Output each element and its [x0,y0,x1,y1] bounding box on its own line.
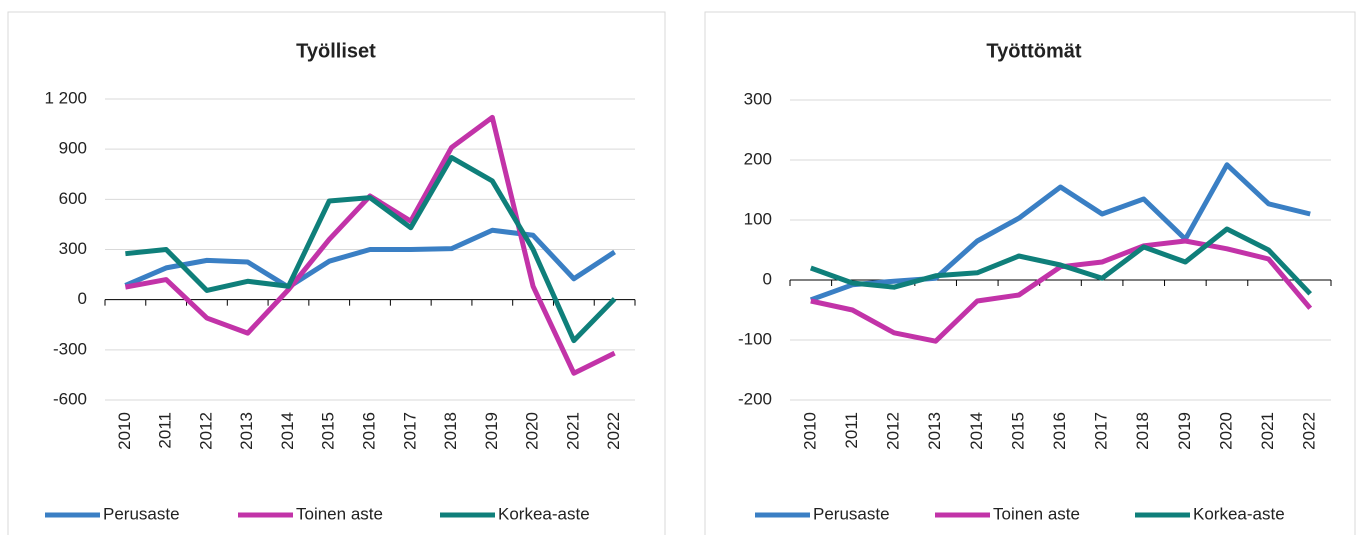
chart-title: Työttömät [986,40,1082,62]
legend-label: Perusaste [813,504,890,523]
x-tick-label: 2010 [800,412,819,450]
x-tick-label: 2012 [884,412,903,450]
y-tick-label: 900 [59,139,87,158]
legend-label: Korkea-aste [1193,504,1285,523]
x-tick-label: 2016 [1050,412,1069,450]
x-tick-label: 2021 [1258,412,1277,450]
x-tick-label: 2017 [400,412,419,450]
x-tick-label: 2012 [196,412,215,450]
x-tick-label: 2015 [1008,412,1027,450]
chart-title: Työlliset [296,40,376,62]
x-tick-label: 2022 [604,412,623,450]
y-tick-label: -100 [738,329,772,348]
series-line [809,162,1311,303]
x-tick-label: 2011 [842,412,861,449]
panel-border [7,11,666,535]
y-tick-label: 200 [744,149,772,168]
y-tick-label: 0 [78,289,87,308]
x-tick-label: 2019 [482,412,501,450]
legend-label: Toinen aste [296,504,383,523]
x-tick-label: 2018 [441,412,460,450]
series-line [809,226,1313,296]
x-tick-label: 2013 [237,412,256,450]
legend-label: Korkea-aste [498,504,590,523]
y-tick-label: 1 200 [44,88,87,107]
x-tick-label: 2020 [1216,412,1235,450]
legend-label: Perusaste [103,504,180,523]
y-tick-label: 0 [763,269,772,288]
y-tick-label: 100 [744,209,772,228]
y-tick-label: -600 [53,389,87,408]
x-tick-label: 2010 [115,412,134,450]
y-tick-label: -300 [53,339,87,358]
series-line [810,238,1313,344]
x-tick-label: 2015 [319,412,338,450]
x-tick-label: 2017 [1092,412,1111,450]
y-tick-label: 300 [744,89,772,108]
x-tick-label: 2021 [563,412,582,450]
x-tick-label: 2018 [1133,412,1152,450]
series-line [125,155,617,344]
x-tick-label: 2011 [156,412,175,449]
y-tick-label: 300 [59,239,87,258]
x-tick-label: 2014 [967,412,986,450]
panel-border [704,11,1356,535]
y-tick-label: 600 [59,189,87,208]
x-tick-label: 2019 [1175,412,1194,450]
x-tick-label: 2020 [523,412,542,450]
legend-label: Toinen aste [993,504,1080,523]
x-tick-label: 2016 [359,412,378,450]
x-tick-label: 2022 [1300,412,1319,450]
series-line [124,227,616,290]
y-tick-label: -200 [738,389,772,408]
x-tick-label: 2014 [278,412,297,450]
x-tick-label: 2013 [925,412,944,450]
